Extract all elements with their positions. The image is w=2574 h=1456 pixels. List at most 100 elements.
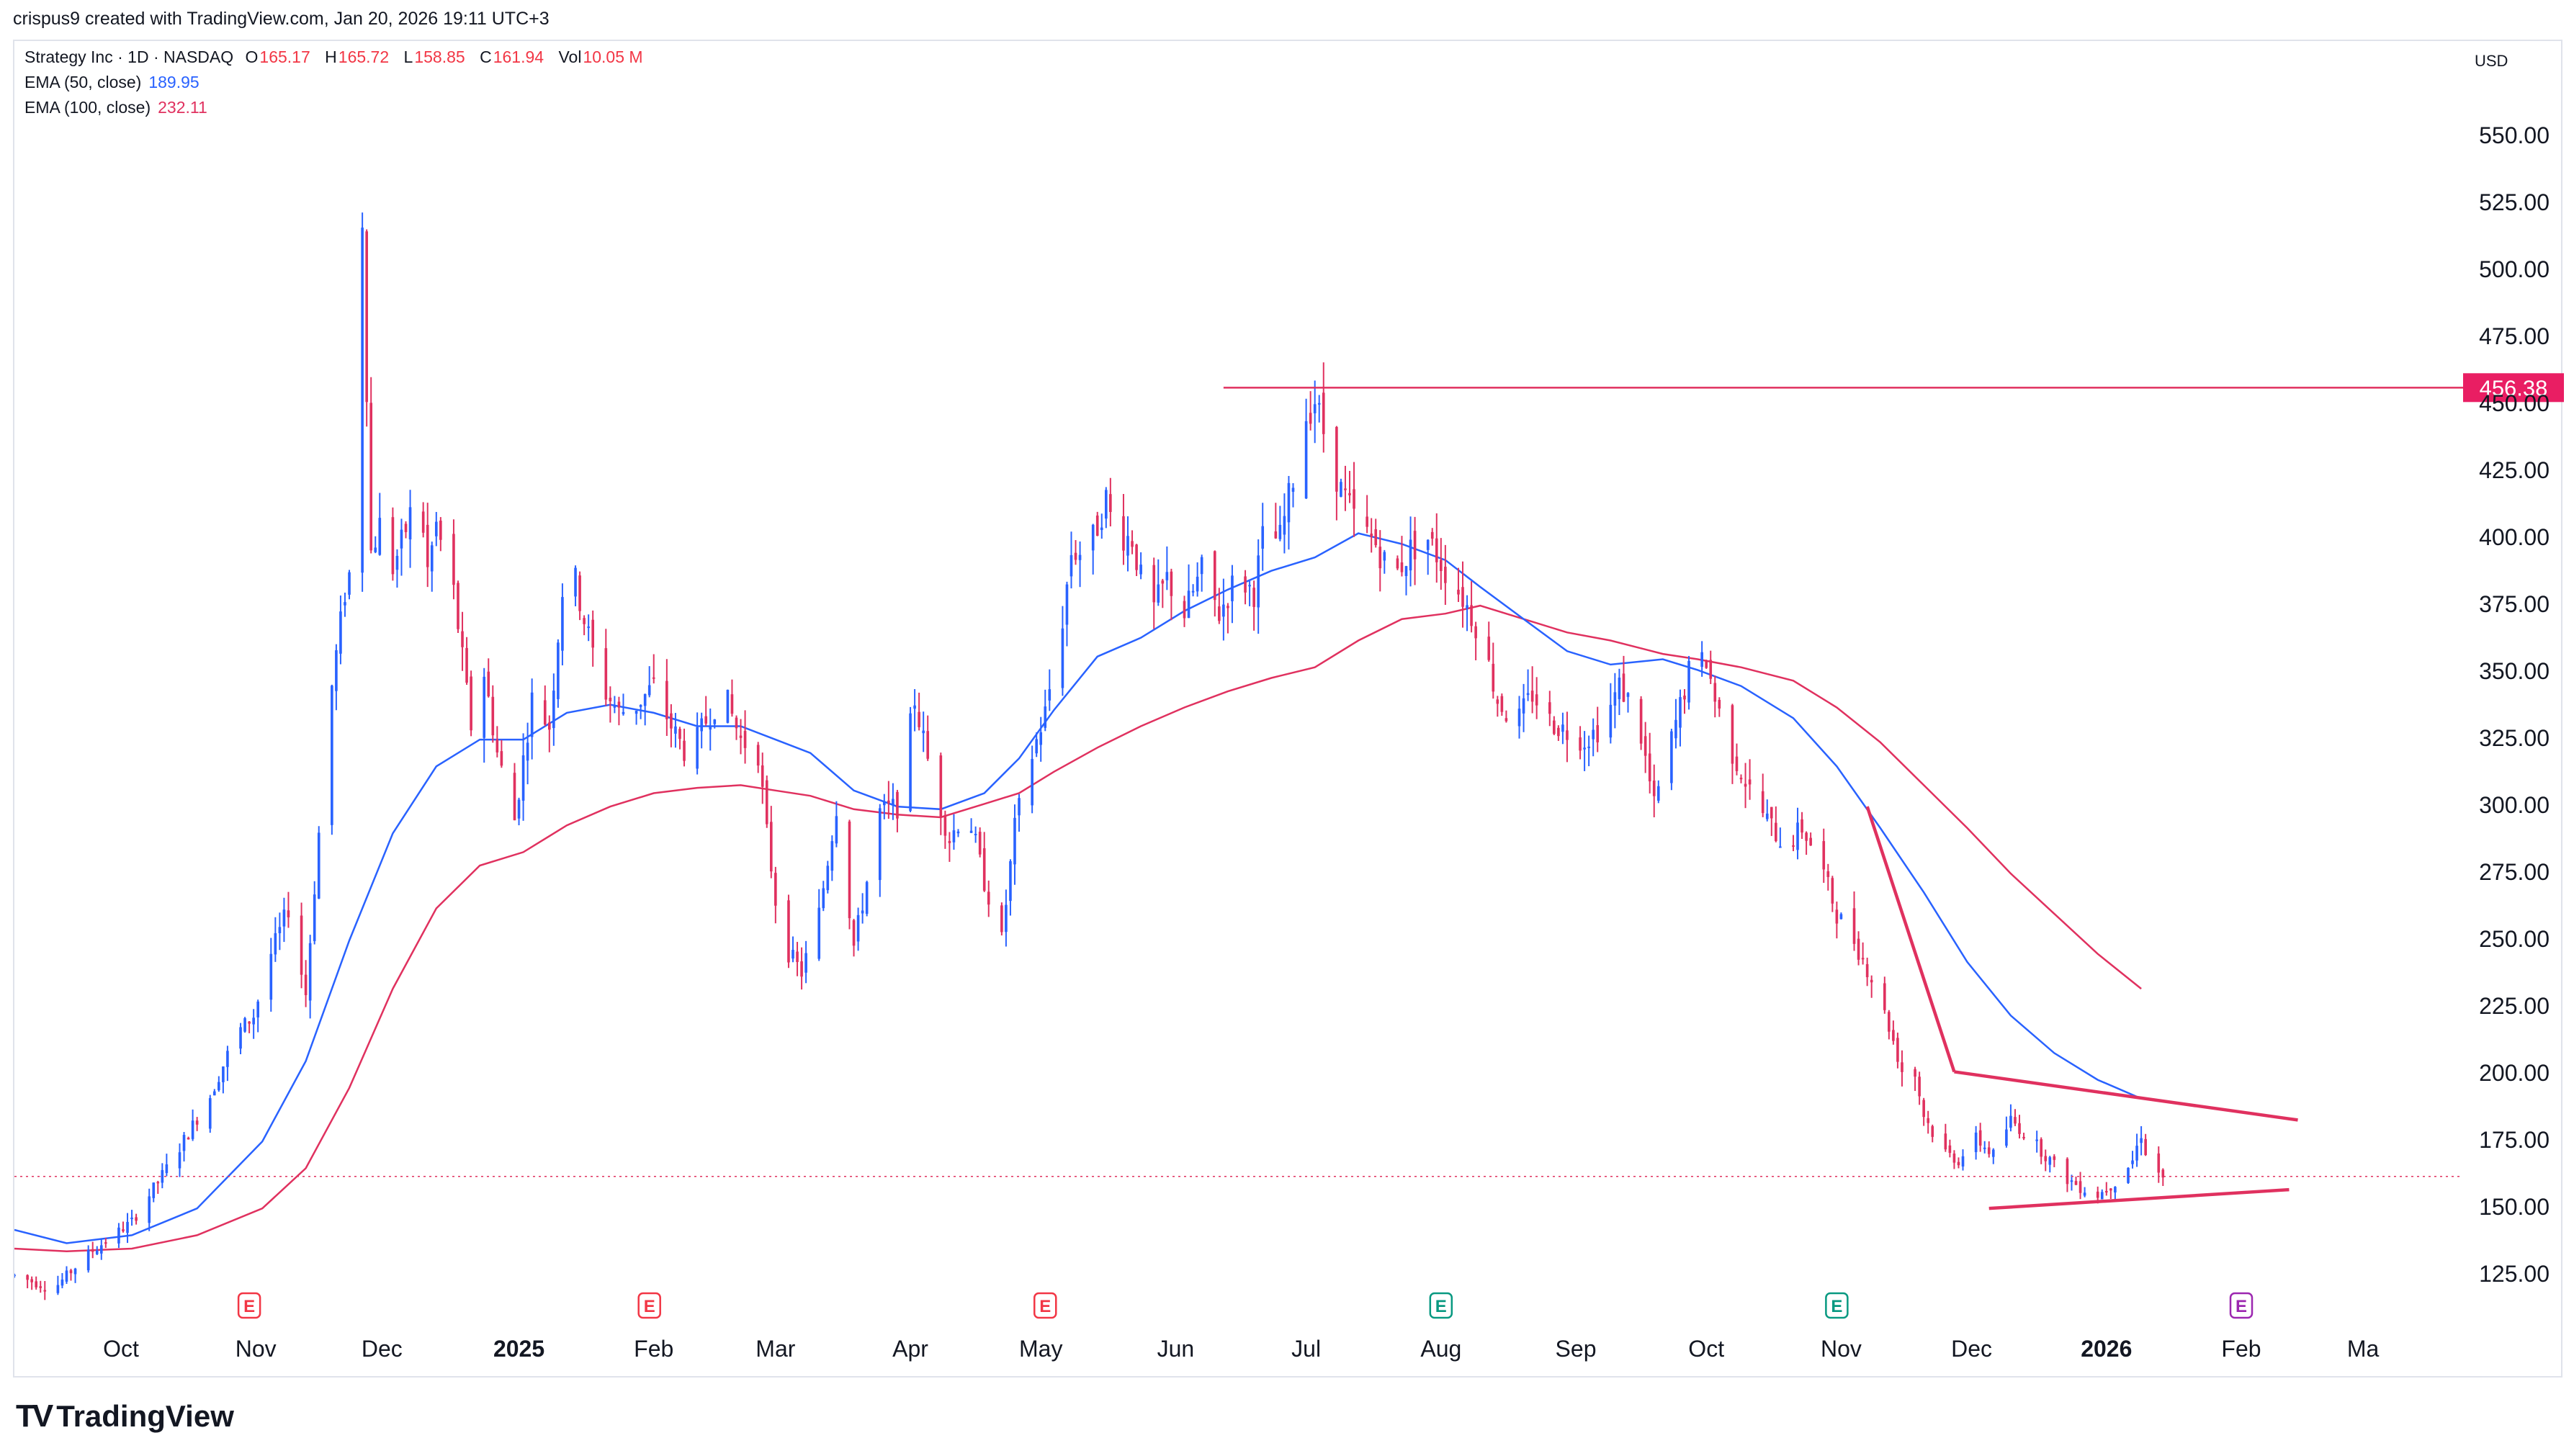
candle-body bbox=[1775, 822, 1777, 841]
candle-body bbox=[948, 840, 951, 843]
candle-body bbox=[1244, 576, 1247, 593]
candle-body bbox=[713, 719, 717, 724]
candle-body bbox=[156, 1182, 160, 1184]
candle-body bbox=[374, 547, 377, 552]
candle-body bbox=[613, 706, 616, 708]
candle-body bbox=[483, 676, 486, 738]
chart-frame[interactable]: 456.38 550.00 525.00 500.00 475.00 450.00 425… bbox=[13, 40, 2564, 1379]
open-label: O bbox=[245, 48, 259, 66]
candle-body bbox=[421, 511, 425, 533]
y-tick-label: 450.00 bbox=[2479, 390, 2550, 416]
candle-body bbox=[404, 523, 408, 533]
candle-body bbox=[583, 618, 586, 624]
candle-body bbox=[709, 727, 712, 730]
candle-body bbox=[1888, 1012, 1891, 1032]
tradingview-logo[interactable]: TV TradingView bbox=[16, 1398, 234, 1434]
candle-body bbox=[313, 894, 316, 941]
earnings-marker[interactable]: E bbox=[637, 1292, 661, 1319]
legend-row-ema50: EMA (50, close) 189.95 bbox=[24, 73, 199, 92]
candle-body bbox=[1739, 778, 1743, 780]
candle-body bbox=[735, 717, 738, 729]
candle-body bbox=[1413, 531, 1417, 560]
candle-body bbox=[1892, 1030, 1895, 1041]
ema100-value: 232.11 bbox=[158, 98, 207, 117]
candle-body bbox=[2040, 1139, 2043, 1157]
candle-body bbox=[952, 830, 956, 842]
candle-body bbox=[1122, 516, 1125, 551]
candle-body bbox=[361, 228, 364, 573]
candle-body bbox=[856, 915, 860, 942]
candle-body bbox=[913, 705, 916, 709]
candle-body bbox=[1622, 673, 1625, 702]
candle-body bbox=[1313, 404, 1317, 413]
x-tick-label: 2026 bbox=[2081, 1336, 2132, 1362]
candle-body bbox=[1991, 1149, 1995, 1157]
candle-body bbox=[1091, 524, 1095, 551]
candle-body bbox=[1440, 560, 1443, 572]
candle-body bbox=[122, 1229, 125, 1231]
x-tick-label: Feb bbox=[634, 1336, 673, 1362]
candle-body bbox=[1944, 1133, 1947, 1150]
candle-body bbox=[939, 755, 943, 818]
currency-label[interactable]: USD bbox=[2475, 52, 2508, 70]
candle-body bbox=[1978, 1130, 1982, 1146]
candle-body bbox=[1278, 524, 1282, 539]
candle-body bbox=[1618, 678, 1621, 699]
candle-body bbox=[922, 730, 925, 734]
pattern-trendline bbox=[1988, 1187, 2290, 1210]
candle-body bbox=[1735, 756, 1739, 771]
earnings-marker[interactable]: E bbox=[1429, 1292, 1453, 1319]
candle-body bbox=[1196, 576, 1199, 592]
y-tick-label: 175.00 bbox=[2479, 1127, 2550, 1153]
candle-body bbox=[1435, 538, 1438, 562]
candle-body bbox=[239, 1027, 242, 1049]
candle-body bbox=[1626, 693, 1630, 697]
candle-body bbox=[1426, 539, 1430, 550]
candle-body bbox=[426, 524, 429, 567]
candle-body bbox=[195, 1120, 199, 1125]
candle-body bbox=[2135, 1146, 2138, 1161]
earnings-marker[interactable]: E bbox=[1825, 1292, 1849, 1319]
candle-body bbox=[2127, 1167, 2130, 1183]
earnings-marker-label: E bbox=[1831, 1297, 1842, 1316]
candle-body bbox=[526, 742, 529, 761]
earnings-marker[interactable]: E bbox=[2229, 1292, 2254, 1319]
candle-body bbox=[434, 521, 438, 536]
candle-body bbox=[300, 915, 303, 975]
candle-body bbox=[1679, 697, 1682, 728]
candle-body bbox=[1248, 585, 1251, 587]
candle-body bbox=[639, 705, 642, 707]
candle-body bbox=[987, 891, 990, 905]
candle-body bbox=[1931, 1125, 1934, 1137]
candle-body bbox=[1770, 806, 1773, 819]
candle-body bbox=[647, 685, 651, 696]
price-chart[interactable]: 456.38 550.00 525.00 500.00 475.00 450.00 425… bbox=[14, 41, 2564, 1379]
candle-body bbox=[2005, 1129, 2008, 1146]
candle-body bbox=[1779, 846, 1782, 848]
candle-body bbox=[126, 1221, 129, 1233]
x-tick-label: Sep bbox=[1556, 1336, 1597, 1362]
y-tick-label: 225.00 bbox=[2479, 993, 2550, 1019]
candle-body bbox=[317, 832, 320, 899]
candle-body bbox=[465, 647, 468, 683]
candle-body bbox=[543, 700, 547, 725]
candle-body bbox=[2109, 1188, 2112, 1191]
earnings-marker-label: E bbox=[644, 1297, 655, 1316]
x-tick-label: Jul bbox=[1291, 1336, 1321, 1362]
earnings-marker[interactable]: E bbox=[1033, 1292, 1057, 1319]
candle-body bbox=[2053, 1156, 2056, 1160]
candle-body bbox=[378, 518, 382, 555]
candle-body bbox=[2131, 1160, 2134, 1164]
candle-body bbox=[765, 780, 768, 824]
candle-body bbox=[1309, 413, 1312, 424]
earnings-marker[interactable]: E bbox=[237, 1292, 261, 1319]
x-tick-label: Mar bbox=[755, 1336, 795, 1362]
candle-body bbox=[617, 701, 621, 708]
candle-body bbox=[1839, 914, 1843, 920]
candle-body bbox=[1683, 695, 1686, 700]
tradingview-logo-mark: TV bbox=[16, 1398, 53, 1434]
legend-row-symbol: Strategy Inc · 1D · NASDAQ O165.17 H165.… bbox=[24, 48, 653, 67]
candle-body bbox=[561, 597, 564, 651]
candle-body bbox=[1474, 626, 1477, 639]
candle-body bbox=[1609, 704, 1613, 738]
